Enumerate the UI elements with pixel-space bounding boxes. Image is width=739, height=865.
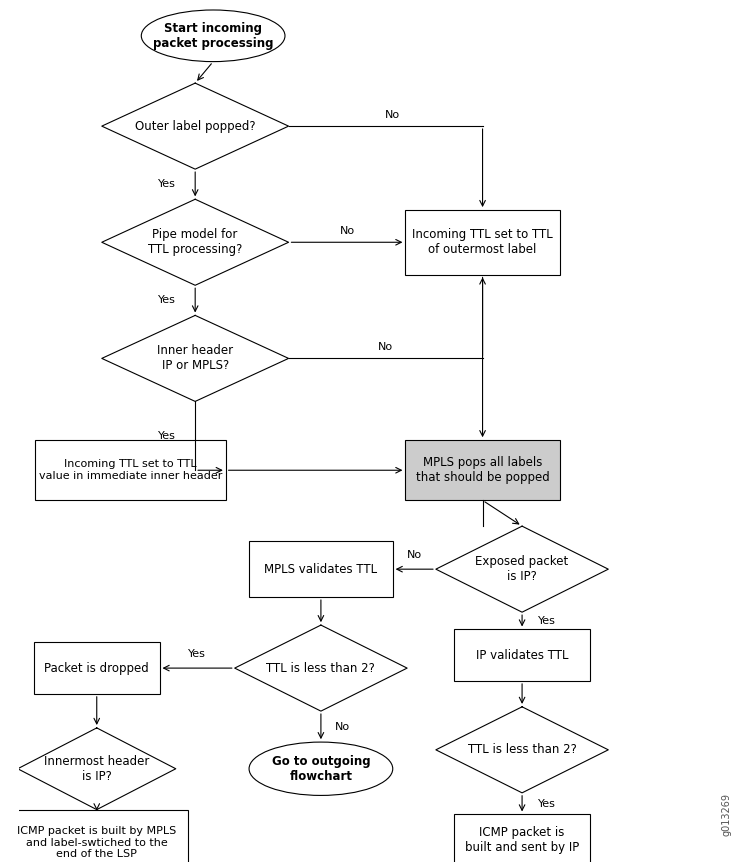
Text: TTL is less than 2?: TTL is less than 2? [267,662,375,675]
Polygon shape [436,707,608,793]
Text: Yes: Yes [157,431,175,441]
Text: No: No [378,343,393,352]
FancyBboxPatch shape [454,814,590,865]
Polygon shape [436,526,608,612]
Text: g013269: g013269 [722,793,732,836]
Ellipse shape [141,10,285,61]
Text: TTL is less than 2?: TTL is less than 2? [468,743,576,756]
FancyBboxPatch shape [35,440,225,500]
Text: No: No [339,226,355,236]
Text: Pipe model for
TTL processing?: Pipe model for TTL processing? [148,228,242,256]
Polygon shape [18,727,176,810]
Text: IP validates TTL: IP validates TTL [476,649,568,662]
Text: Go to outgoing
flowchart: Go to outgoing flowchart [272,755,370,783]
Text: Yes: Yes [188,650,206,659]
FancyBboxPatch shape [5,811,188,865]
Text: Packet is dropped: Packet is dropped [44,662,149,675]
Ellipse shape [249,742,392,796]
Text: No: No [335,721,350,732]
Text: Innermost header
is IP?: Innermost header is IP? [44,755,149,783]
FancyBboxPatch shape [454,630,590,681]
Text: Incoming TTL set to TTL
of outermost label: Incoming TTL set to TTL of outermost lab… [412,228,553,256]
Text: ICMP packet is
built and sent by IP: ICMP packet is built and sent by IP [465,826,579,854]
FancyBboxPatch shape [249,541,392,597]
Text: Exposed packet
is IP?: Exposed packet is IP? [475,555,569,583]
Polygon shape [102,316,288,401]
FancyBboxPatch shape [405,210,560,274]
Text: MPLS pops all labels
that should be popped: MPLS pops all labels that should be popp… [415,456,549,484]
FancyBboxPatch shape [405,440,560,500]
Polygon shape [102,199,288,285]
Polygon shape [102,83,288,170]
Text: MPLS validates TTL: MPLS validates TTL [265,562,378,576]
Polygon shape [235,625,407,711]
Text: Yes: Yes [538,616,556,625]
Text: No: No [385,110,401,120]
Text: Incoming TTL set to TTL
value in immediate inner header: Incoming TTL set to TTL value in immedia… [39,459,222,481]
Text: Outer label popped?: Outer label popped? [135,119,256,132]
Text: Yes: Yes [157,179,175,189]
Text: Yes: Yes [157,295,175,305]
Text: Inner header
IP or MPLS?: Inner header IP or MPLS? [157,344,234,373]
Text: No: No [406,550,422,561]
Text: ICMP packet is built by MPLS
and label-swtiched to the
end of the LSP: ICMP packet is built by MPLS and label-s… [17,826,177,859]
Text: Yes: Yes [538,798,556,809]
FancyBboxPatch shape [34,643,160,694]
Text: Start incoming
packet processing: Start incoming packet processing [153,22,273,50]
